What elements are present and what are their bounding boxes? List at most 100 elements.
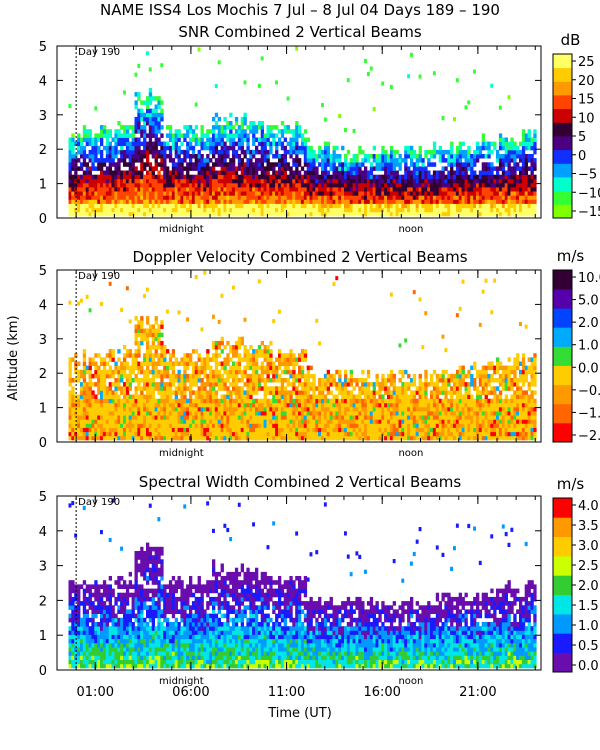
- heatmap-cell: [524, 162, 528, 167]
- heatmap-cell: [102, 373, 107, 379]
- heatmap-cell: [260, 411, 264, 416]
- heatmap-cell: [68, 415, 72, 420]
- heatmap-cell: [100, 406, 104, 412]
- heatmap-cell: [303, 411, 308, 416]
- heatmap-cell: [166, 125, 170, 130]
- heatmap-cell: [146, 336, 150, 342]
- heatmap-cell: [94, 191, 98, 196]
- heatmap-cell: [163, 195, 167, 200]
- heatmap-cell: [237, 199, 242, 204]
- heatmap-cell: [137, 411, 141, 416]
- heatmap-cell: [143, 133, 147, 138]
- heatmap-cell: [458, 207, 462, 213]
- heatmap-cell: [283, 419, 287, 424]
- heatmap-cell: [131, 357, 135, 362]
- heatmap-cell: [71, 406, 75, 412]
- heatmap-cell: [166, 419, 170, 424]
- heatmap-cell: [108, 431, 112, 437]
- heatmap-cell: [160, 100, 164, 105]
- heatmap-cell: [111, 419, 115, 424]
- heatmap-cell: [309, 162, 313, 167]
- heatmap-cell: [272, 141, 276, 147]
- heatmap-cell: [252, 365, 256, 371]
- heatmap-cell: [344, 427, 348, 433]
- heatmap-cell: [263, 187, 267, 192]
- heatmap-cell: [358, 203, 362, 209]
- heatmap-cell: [191, 145, 196, 151]
- heatmap-cell: [269, 431, 273, 437]
- heatmap-cell: [157, 353, 161, 358]
- heatmap-cell: [349, 158, 353, 163]
- heatmap-cell: [114, 415, 118, 420]
- heatmap-cell: [263, 435, 267, 441]
- heatmap-cell: [453, 191, 457, 196]
- heatmap-cell: [530, 187, 534, 192]
- heatmap-cell: [375, 166, 379, 171]
- heatmap-cell: [131, 182, 135, 188]
- heatmap-cell: [191, 191, 196, 196]
- heatmap-cell: [232, 435, 236, 441]
- heatmap-cell: [438, 211, 442, 217]
- heatmap-cell: [111, 406, 115, 412]
- heatmap-cell: [102, 211, 107, 217]
- heatmap-cell: [171, 145, 176, 151]
- heatmap-cell: [300, 174, 305, 180]
- heatmap-cell: [71, 431, 75, 437]
- heatmap-cell: [91, 373, 95, 379]
- heatmap-cell: [157, 340, 161, 346]
- heatmap-cell: [346, 390, 351, 395]
- heatmap-cell: [338, 402, 342, 408]
- heatmap-cell: [381, 182, 385, 188]
- heatmap-cell: [493, 178, 497, 184]
- heatmap-cell: [352, 128, 356, 133]
- heatmap-cell: [292, 170, 296, 175]
- heatmap-cell: [97, 419, 101, 424]
- heatmap-cell: [148, 386, 153, 391]
- heatmap-cell: [128, 162, 132, 167]
- heatmap-cell: [335, 199, 339, 204]
- heatmap-cell: [120, 174, 124, 180]
- heatmap-cell: [154, 332, 158, 338]
- heatmap-cell: [71, 211, 75, 217]
- heatmap-cell: [444, 182, 448, 188]
- heatmap-cell: [298, 431, 302, 437]
- heatmap-cell: [183, 386, 187, 391]
- heatmap-cell: [441, 158, 445, 163]
- heatmap-cell: [249, 411, 253, 416]
- heatmap-cell: [237, 390, 242, 395]
- heatmap-cell: [237, 203, 242, 209]
- heatmap-cell: [257, 178, 262, 184]
- heatmap-cell: [521, 154, 526, 159]
- heatmap-cell: [160, 199, 164, 204]
- heatmap-cell: [384, 191, 388, 196]
- heatmap-cell: [410, 182, 414, 188]
- heatmap-cell: [85, 369, 89, 375]
- heatmap-cell: [272, 402, 276, 408]
- heatmap-cell: [85, 211, 89, 217]
- heatmap-cell: [464, 149, 468, 155]
- heatmap-cell: [214, 427, 219, 433]
- heatmap-cell: [234, 199, 239, 204]
- heatmap-cell: [160, 145, 164, 151]
- heatmap-cell: [120, 307, 123, 312]
- heatmap-cell: [283, 170, 287, 175]
- heatmap-cell: [125, 286, 129, 291]
- heatmap-cell: [148, 141, 153, 147]
- heatmap-cell: [212, 195, 216, 200]
- heatmap-cell: [346, 170, 351, 175]
- heatmap-cell: [249, 166, 253, 171]
- heatmap-cell: [257, 406, 262, 412]
- heatmap-cell: [280, 178, 285, 184]
- heatmap-cell: [194, 199, 198, 204]
- heatmap-cell: [415, 207, 419, 213]
- heatmap-cell: [120, 373, 124, 379]
- heatmap-cell: [329, 199, 333, 204]
- heatmap-cell: [450, 207, 454, 213]
- heatmap-cell: [263, 349, 267, 354]
- heatmap-cell: [68, 166, 72, 171]
- heatmap-cell: [146, 320, 150, 325]
- heatmap-cell: [160, 402, 164, 408]
- heatmap-cell: [260, 174, 264, 180]
- heatmap-cell: [206, 382, 210, 387]
- heatmap-cell: [189, 361, 193, 366]
